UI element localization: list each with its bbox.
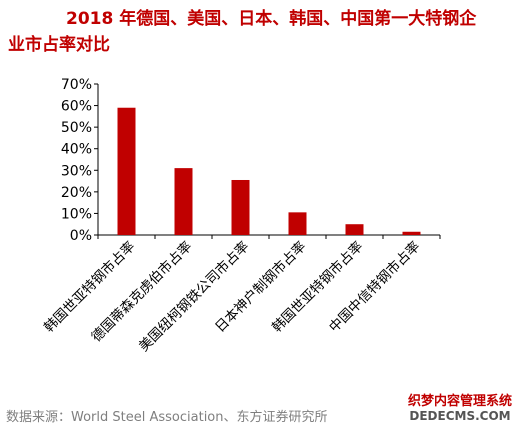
y-tick-label: 50% <box>61 120 92 136</box>
watermark-line-1: 织梦内容管理系统 <box>407 394 512 409</box>
bar <box>402 231 421 235</box>
watermark-logo: 织梦内容管理系统 DEDECMS.COM <box>408 394 512 424</box>
bar-chart: 0%10%20%30%40%50%60%70%韩国世亚特钢市占率德国蒂森克虏伯市… <box>40 77 441 355</box>
y-tick-label: 20% <box>61 185 92 201</box>
y-tick-label: 10% <box>61 206 92 222</box>
watermark-line-2: DEDECMS.COM <box>409 409 511 423</box>
bar <box>231 179 250 235</box>
chart-title: 2018 年德国、美国、日本、韩国、中国第一大特钢企 业市占率对比 <box>8 6 512 58</box>
y-tick-label: 70% <box>61 77 92 93</box>
title-line-2: 业市占率对比 <box>8 35 110 55</box>
title-line-1: 2018 年德国、美国、日本、韩国、中国第一大特钢企 <box>66 9 477 29</box>
bar <box>117 107 136 235</box>
y-tick-label: 40% <box>61 142 92 158</box>
source-note: 数据来源：World Steel Association、东方证券研究所 <box>6 410 328 425</box>
y-tick-label: 60% <box>61 99 92 115</box>
x-tick-label: 德国蒂森克虏伯市占率 <box>88 238 195 345</box>
bar <box>288 212 307 235</box>
y-tick-label: 0% <box>70 228 92 244</box>
bar <box>174 168 193 235</box>
y-tick-label: 30% <box>61 163 92 179</box>
x-tick-label: 美国纽柯钢铁公司市占率 <box>135 238 252 355</box>
bar <box>345 224 364 235</box>
